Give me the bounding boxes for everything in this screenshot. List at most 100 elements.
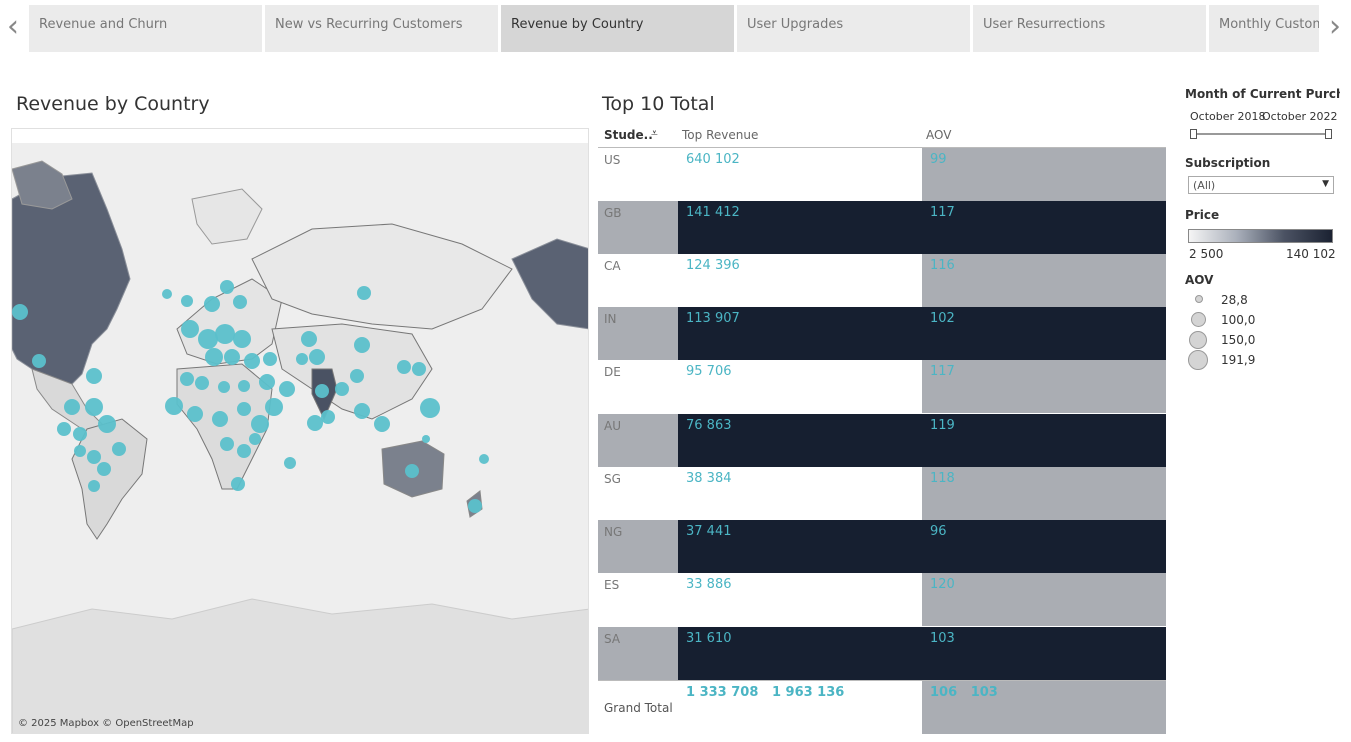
chevron-left-icon[interactable]: ‹ [7, 9, 19, 44]
aov-legend-value: 191,9 [1221, 353, 1256, 367]
subscription-select[interactable]: (All) ▼ [1188, 176, 1334, 194]
header-divider [598, 147, 1166, 148]
greenland-shape [191, 188, 263, 245]
bubble [162, 289, 172, 299]
alaska-east-shape [511, 238, 588, 330]
bubble [244, 353, 260, 369]
bubble [218, 381, 230, 393]
antarctica-shape [12, 598, 588, 733]
revenue-cell: 76 863 [678, 414, 922, 467]
south-america-shape [71, 418, 148, 540]
bubble [420, 398, 440, 418]
country-cell: US [598, 148, 678, 201]
grand-total-revenue: 1 333 708 1 963 136 [678, 681, 922, 734]
revenue-cell: 95 706 [678, 360, 922, 413]
bubble [220, 437, 234, 451]
bubble [57, 422, 71, 436]
bubble [321, 410, 335, 424]
bubble [205, 348, 223, 366]
sort-descending-icon[interactable]: ⩡ [651, 126, 658, 140]
tab-revenue-by-country[interactable]: Revenue by Country [501, 5, 734, 52]
tab-new-vs-recurring[interactable]: New vs Recurring Customers [265, 5, 498, 52]
bubble [249, 433, 261, 445]
bubble [397, 360, 411, 374]
bubble [309, 349, 325, 365]
table-row[interactable]: US 640 102 99 [598, 148, 1166, 201]
total-divider [598, 680, 1166, 681]
country-cell: GB [598, 201, 678, 254]
table-row[interactable]: NG 37 441 96 [598, 520, 1166, 573]
country-cell: SA [598, 627, 678, 680]
bubble [181, 295, 193, 307]
tab-monthly-customers[interactable]: Monthly Customers [1209, 5, 1319, 52]
tab-revenue-and-churn[interactable]: Revenue and Churn [29, 5, 262, 52]
table-row[interactable]: IN 113 907 102 [598, 307, 1166, 360]
world-map-svg[interactable] [12, 129, 589, 734]
month-slider-start-handle[interactable] [1190, 129, 1197, 139]
bubble [468, 499, 482, 513]
bubble [231, 477, 245, 491]
bubble [412, 362, 426, 376]
bubble [422, 435, 430, 443]
bubble [204, 296, 220, 312]
aov-size-dot [1188, 350, 1208, 370]
bubble [263, 352, 277, 366]
bubble [224, 349, 240, 365]
aov-cell: 117 [922, 360, 1166, 413]
bubble [233, 330, 251, 348]
bubble [181, 320, 199, 338]
aov-size-dot [1191, 312, 1206, 327]
revenue-cell: 38 384 [678, 467, 922, 520]
month-range-slider[interactable] [1192, 133, 1329, 135]
country-cell: ES [598, 573, 678, 626]
subscription-filter-label: Subscription [1185, 156, 1271, 170]
bubble [32, 354, 46, 368]
grand-total-row[interactable]: Grand Total 1 333 708 1 963 136 106 103 [598, 681, 1166, 734]
month-slider-end-handle[interactable] [1325, 129, 1332, 139]
bubble [284, 457, 296, 469]
aov-cell: 103 [922, 627, 1166, 680]
country-cell: NG [598, 520, 678, 573]
country-column-header[interactable]: Stude.. [604, 128, 653, 142]
bubble [180, 372, 194, 386]
month-filter-label: Month of Current Purchas.. [1185, 87, 1340, 101]
aov-cell: 117 [922, 201, 1166, 254]
bubble [98, 415, 116, 433]
table-row[interactable]: SG 38 384 118 [598, 467, 1166, 520]
bubble [296, 353, 308, 365]
bubble [64, 399, 80, 415]
country-cell: IN [598, 307, 678, 360]
table-row[interactable]: AU 76 863 119 [598, 414, 1166, 467]
aov-cell: 99 [922, 148, 1166, 201]
table-row[interactable]: CA 124 396 116 [598, 254, 1166, 307]
table-row[interactable]: DE 95 706 117 [598, 360, 1166, 413]
bubble [335, 382, 349, 396]
table-row[interactable]: GB 141 412 117 [598, 201, 1166, 254]
revenue-map[interactable]: © 2025 Mapbox © OpenStreetMap [11, 128, 589, 734]
bubble [233, 295, 247, 309]
aov-cell: 119 [922, 414, 1166, 467]
bubble [315, 384, 329, 398]
revenue-cell: 33 886 [678, 573, 922, 626]
revenue-cell: 37 441 [678, 520, 922, 573]
chevron-down-icon[interactable]: ▼ [1322, 179, 1329, 189]
bubble [237, 444, 251, 458]
bubble [73, 427, 87, 441]
bubble [85, 398, 103, 416]
bubble [238, 380, 250, 392]
month-range-start: October 2018 [1190, 110, 1266, 123]
tab-user-upgrades[interactable]: User Upgrades [737, 5, 970, 52]
table-row[interactable]: ES 33 886 120 [598, 573, 1166, 626]
price-color-legend [1188, 229, 1333, 243]
aov-legend-item: 100,0 [1185, 310, 1335, 330]
table-row[interactable]: SA 31 610 103 [598, 627, 1166, 680]
country-cell: CA [598, 254, 678, 307]
aov-legend-item: 191,9 [1185, 350, 1335, 370]
bubble [198, 329, 218, 349]
chevron-right-icon[interactable]: › [1329, 9, 1341, 44]
bubble [86, 368, 102, 384]
russia-shape [251, 223, 513, 330]
bubble [301, 331, 317, 347]
tab-user-resurrections[interactable]: User Resurrections [973, 5, 1206, 52]
bubble [195, 376, 209, 390]
